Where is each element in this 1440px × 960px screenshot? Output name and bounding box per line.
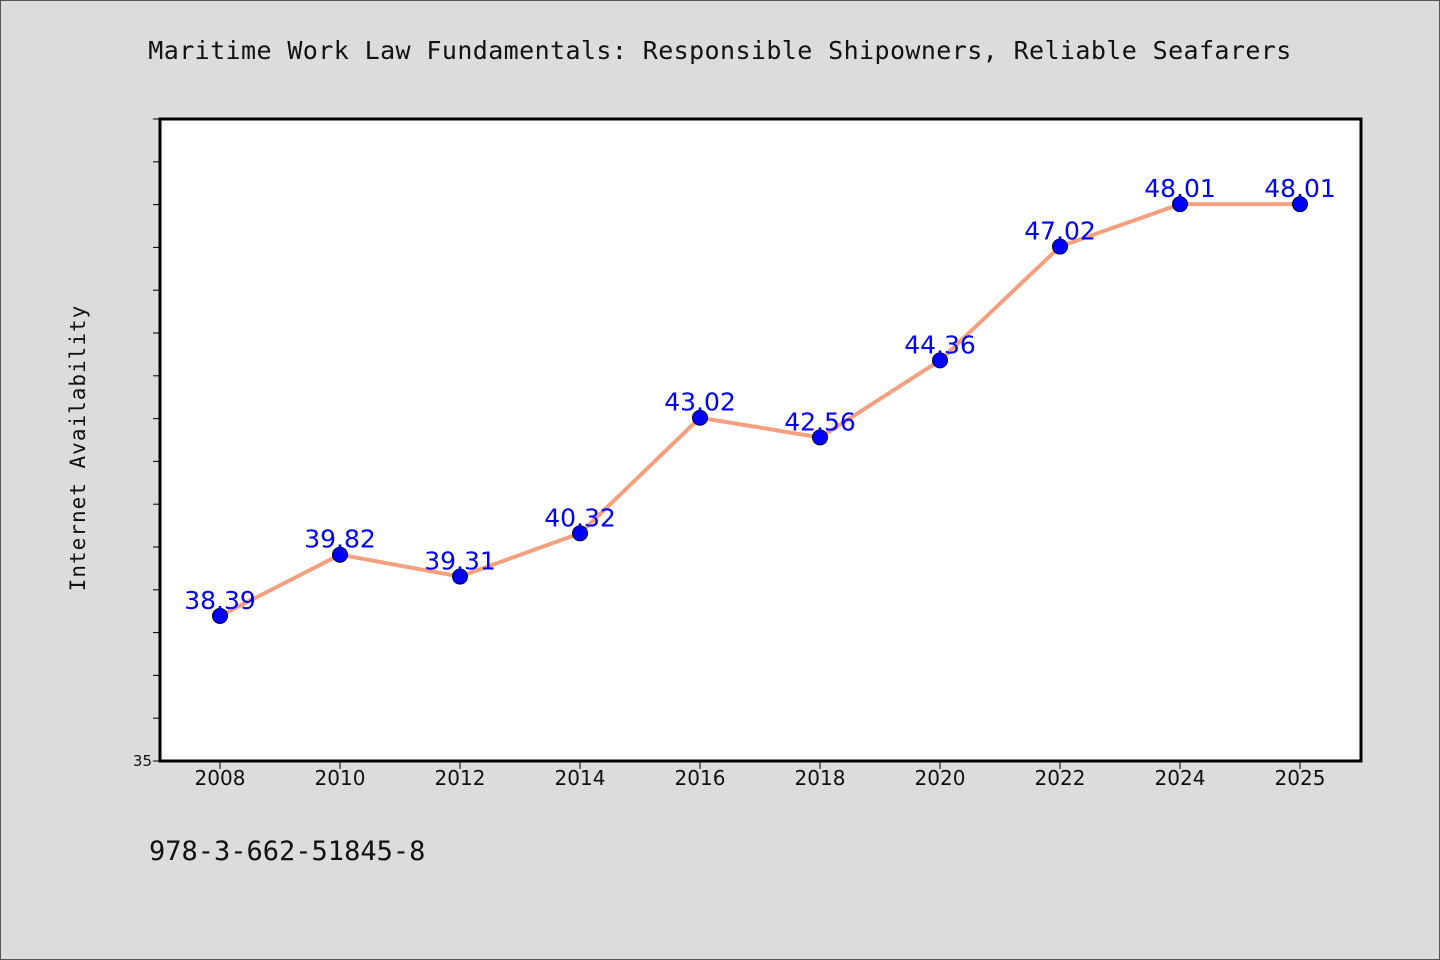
series-line [219, 202, 1300, 618]
data-label: 39.82 [304, 525, 376, 554]
data-label: 38.39 [184, 586, 256, 615]
data-point [332, 546, 348, 563]
data-point [572, 525, 588, 542]
x-tick-label: 2022 [1035, 766, 1086, 790]
isbn-code: 978-3-662-51845-8 [149, 836, 426, 867]
x-tick-label: 2025 [1275, 766, 1326, 790]
x-axis-ticks: 2008 2010 2012 2014 2016 2018 2020 2022 2024 2025 [195, 761, 1326, 790]
data-point [1292, 196, 1308, 213]
x-tick-label: 2024 [1155, 766, 1206, 790]
x-tick-label: 2020 [915, 766, 966, 790]
x-tick-label: 2008 [195, 766, 246, 790]
data-point [452, 568, 468, 585]
y-axis-ticks: 35 [133, 118, 160, 770]
data-labels-layer: 38.39 39.82 39.31 40.32 43.02 42.56 44.36 47.02… [184, 174, 1336, 615]
data-label: 39.31 [424, 547, 496, 576]
data-label: 42.56 [784, 407, 856, 436]
x-tick-label: 2016 [675, 766, 726, 790]
x-tick-label: 2010 [315, 766, 366, 790]
data-label: 44.36 [904, 330, 976, 359]
data-label: 48.01 [1144, 174, 1216, 203]
data-point [212, 607, 228, 624]
data-point [1172, 196, 1188, 213]
chart-title: Maritime Work Law Fundamentals: Responsi… [148, 36, 1292, 65]
x-tick-label: 2018 [795, 766, 846, 790]
data-label: 43.02 [664, 388, 736, 417]
data-point [932, 352, 948, 369]
data-point [692, 409, 708, 426]
x-tick-label: 2014 [555, 766, 606, 790]
x-tick-label: 2012 [435, 766, 486, 790]
data-label: 47.02 [1024, 217, 1096, 246]
plot-area [158, 117, 1363, 763]
y-tick-label: 35 [133, 752, 152, 770]
data-point [812, 429, 828, 446]
data-point [1052, 238, 1068, 255]
data-label: 48.01 [1264, 174, 1336, 203]
series-layer [212, 196, 1308, 624]
data-label: 40.32 [544, 503, 616, 532]
